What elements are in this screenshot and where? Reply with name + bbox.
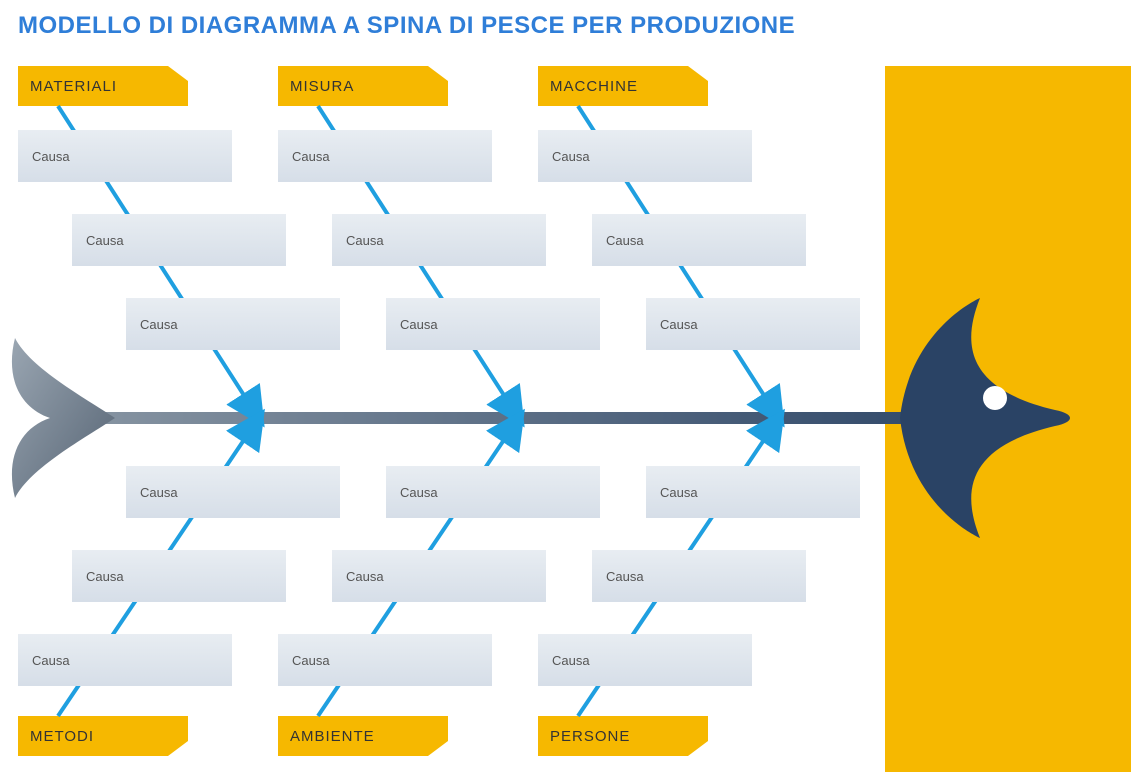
cause-box[interactable]: Causa — [18, 130, 232, 182]
cause-label: Causa — [552, 149, 590, 164]
cause-box[interactable]: Causa — [386, 466, 600, 518]
fishbone-diagram: MODELLO DI DIAGRAMMA A SPINA DI PESCE PE… — [0, 0, 1131, 772]
cause-label: Causa — [606, 233, 644, 248]
category-label-text: AMBIENTE — [290, 728, 375, 745]
category-label: METODI — [18, 716, 188, 756]
cause-label: Causa — [86, 569, 124, 584]
cause-box[interactable]: Causa — [278, 634, 492, 686]
category-label: MACCHINE — [538, 66, 708, 106]
cause-box[interactable]: Causa — [332, 214, 546, 266]
effect-title-line2: PROBLEMA — [903, 115, 1033, 140]
cause-box[interactable]: Causa — [538, 634, 752, 686]
page-title: MODELLO DI DIAGRAMMA A SPINA DI PESCE PE… — [18, 12, 795, 40]
cause-label: Causa — [86, 233, 124, 248]
cause-box[interactable]: Causa — [18, 634, 232, 686]
cause-box[interactable]: Causa — [538, 130, 752, 182]
effect-description: Utilizza questo modello di diagramma a s… — [903, 151, 1113, 223]
cause-label: Causa — [660, 485, 698, 500]
effect-title: EFFETTO / PROBLEMA — [903, 86, 1113, 141]
fish-tail — [12, 338, 115, 498]
effect-title-line1: EFFETTO / — [903, 87, 1024, 112]
cause-label: Causa — [32, 149, 70, 164]
cause-label: Causa — [346, 569, 384, 584]
category-label: MISURA — [278, 66, 448, 106]
category-label-text: METODI — [30, 728, 94, 745]
category-label-text: PERSONE — [550, 728, 630, 745]
fish-spine — [50, 412, 1010, 424]
cause-label: Causa — [292, 653, 330, 668]
category-label: AMBIENTE — [278, 716, 448, 756]
cause-label: Causa — [346, 233, 384, 248]
cause-box[interactable]: Causa — [646, 466, 860, 518]
cause-box[interactable]: Causa — [72, 550, 286, 602]
effect-panel: EFFETTO / PROBLEMA Utilizza questo model… — [885, 66, 1131, 772]
cause-box[interactable]: Causa — [126, 298, 340, 350]
cause-label: Causa — [552, 653, 590, 668]
cause-label: Causa — [660, 317, 698, 332]
cause-label: Causa — [400, 317, 438, 332]
category-label: PERSONE — [538, 716, 708, 756]
cause-label: Causa — [140, 485, 178, 500]
cause-box[interactable]: Causa — [592, 550, 806, 602]
cause-box[interactable]: Causa — [386, 298, 600, 350]
category-label-text: MACCHINE — [550, 78, 638, 95]
cause-box[interactable]: Causa — [72, 214, 286, 266]
cause-box[interactable]: Causa — [332, 550, 546, 602]
category-label: MATERIALI — [18, 66, 188, 106]
cause-box[interactable]: Causa — [592, 214, 806, 266]
cause-box[interactable]: Causa — [126, 466, 340, 518]
cause-label: Causa — [292, 149, 330, 164]
category-label-text: MISURA — [290, 78, 354, 95]
cause-box[interactable]: Causa — [646, 298, 860, 350]
category-label-text: MATERIALI — [30, 78, 117, 95]
cause-label: Causa — [606, 569, 644, 584]
cause-label: Causa — [140, 317, 178, 332]
bone-lines — [58, 106, 776, 716]
cause-label: Causa — [32, 653, 70, 668]
cause-label: Causa — [400, 485, 438, 500]
cause-box[interactable]: Causa — [278, 130, 492, 182]
